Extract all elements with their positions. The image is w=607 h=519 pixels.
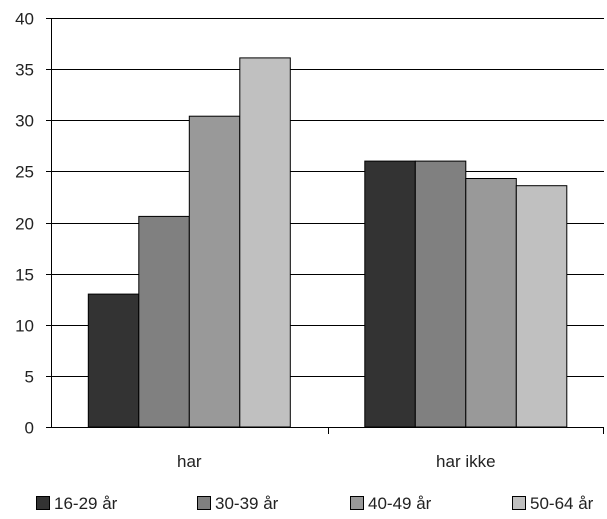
y-tick-label: 30	[15, 112, 34, 131]
bar-0-3	[239, 57, 291, 428]
y-tick-label: 40	[15, 10, 34, 29]
bar-1-2	[465, 178, 517, 428]
legend-swatch	[350, 496, 364, 510]
bar-1-3	[515, 185, 568, 428]
x-tick-label: har ikke	[436, 452, 496, 471]
y-tick-label: 25	[15, 163, 34, 182]
y-tick-label: 10	[15, 317, 34, 336]
legend-swatch	[197, 496, 211, 510]
y-tick-label: 0	[25, 419, 34, 438]
bars	[87, 57, 568, 428]
y-tick-label: 5	[25, 368, 34, 387]
bar-1-0	[364, 160, 416, 428]
legend-swatch	[36, 496, 50, 510]
bar-0-2	[188, 115, 241, 428]
legend-label: 30-39 år	[215, 494, 279, 513]
legend-label: 40-49 år	[368, 494, 432, 513]
axes	[46, 18, 604, 434]
legend-label: 16-29 år	[54, 494, 118, 513]
x-tick-label: har	[177, 452, 202, 471]
x-tick-labels: har har ikke	[177, 452, 496, 471]
y-tick-labels: 0 5 10 15 20 25 30 35 40	[15, 10, 34, 438]
bar-0-0	[87, 293, 140, 428]
y-tick-label: 20	[15, 215, 34, 234]
legend: 16-29 år 30-39 år 40-49 år 50-64 år	[36, 494, 594, 513]
bar-0-1	[138, 215, 190, 428]
bar-1-1	[414, 160, 467, 428]
legend-label: 50-64 år	[530, 494, 594, 513]
y-tick-label: 15	[15, 266, 34, 285]
y-tick-label: 35	[15, 61, 34, 80]
legend-swatch	[512, 496, 526, 510]
